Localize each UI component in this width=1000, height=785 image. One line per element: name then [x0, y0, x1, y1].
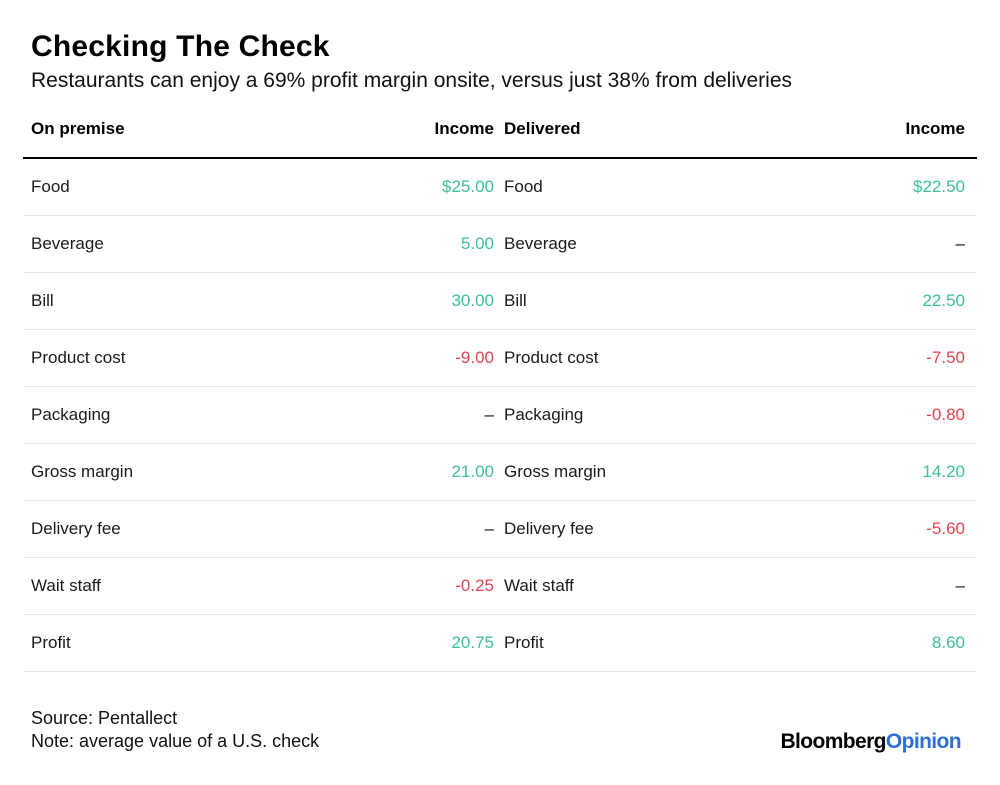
column-header-income-delivered: Income — [743, 101, 977, 159]
on-premise-item: Food — [23, 158, 263, 216]
table-body: Food $25.00 Food $22.50 Beverage 5.00 Beverage… — [23, 158, 977, 672]
delivered-item: Delivery fee — [503, 500, 743, 558]
table-header-row: On premise Income Delivered Income — [23, 101, 977, 159]
delivered-item: Food — [503, 158, 743, 216]
delivered-income: 14.20 — [743, 443, 977, 501]
on-premise-income: 5.00 — [263, 215, 503, 273]
delivered-income: -0.80 — [743, 386, 977, 444]
table-row: Product cost -9.00 Product cost -7.50 — [23, 329, 977, 387]
on-premise-item: Packaging — [23, 386, 263, 444]
delivered-item: Bill — [503, 272, 743, 330]
on-premise-item: Bill — [23, 272, 263, 330]
table-row: Beverage 5.00 Beverage – — [23, 215, 977, 273]
on-premise-item: Beverage — [23, 215, 263, 273]
table-row: Profit 20.75 Profit 8.60 — [23, 614, 977, 672]
on-premise-item: Delivery fee — [23, 500, 263, 558]
column-header-income-on-premise: Income — [263, 101, 503, 159]
on-premise-item: Wait staff — [23, 557, 263, 615]
delivered-income: – — [743, 215, 977, 273]
on-premise-income: – — [263, 386, 503, 444]
table-row: Packaging – Packaging -0.80 — [23, 386, 977, 444]
note-text: Note: average value of a U.S. check — [31, 731, 320, 751]
on-premise-income: – — [263, 500, 503, 558]
check-table: On premise Income Delivered Income Food $… — [23, 101, 977, 672]
delivered-item: Product cost — [503, 329, 743, 387]
chart-subtitle: Restaurants can enjoy a 69% profit margi… — [31, 69, 793, 92]
delivered-item: Gross margin — [503, 443, 743, 501]
delivered-income: 8.60 — [743, 614, 977, 672]
on-premise-income: -9.00 — [263, 329, 503, 387]
table-row: Bill 30.00 Bill 22.50 — [23, 272, 977, 330]
bloomberg-opinion-logo: BloombergOpinion — [780, 730, 961, 754]
on-premise-item: Gross margin — [23, 443, 263, 501]
column-header-on-premise: On premise — [23, 101, 263, 159]
chart-title: Checking The Check — [31, 30, 330, 63]
delivered-item: Beverage — [503, 215, 743, 273]
on-premise-income: -0.25 — [263, 557, 503, 615]
on-premise-income: $25.00 — [263, 158, 503, 216]
on-premise-income: 30.00 — [263, 272, 503, 330]
delivered-income: -7.50 — [743, 329, 977, 387]
on-premise-item: Product cost — [23, 329, 263, 387]
logo-bloomberg: Bloomberg — [780, 730, 886, 753]
logo-opinion: Opinion — [885, 730, 962, 753]
delivered-income: – — [743, 557, 977, 615]
delivered-item: Packaging — [503, 386, 743, 444]
delivered-item: Wait staff — [503, 557, 743, 615]
delivered-item: Profit — [503, 614, 743, 672]
table-row: Gross margin 21.00 Gross margin 14.20 — [23, 443, 977, 501]
source-text: Source: Pentallect — [31, 708, 178, 728]
on-premise-income: 20.75 — [263, 614, 503, 672]
on-premise-income: 21.00 — [263, 443, 503, 501]
footer-notes: Source: Pentallect Note: average value o… — [31, 707, 319, 753]
table-row: Wait staff -0.25 Wait staff – — [23, 557, 977, 615]
table-row: Delivery fee – Delivery fee -5.60 — [23, 500, 977, 558]
table-row: Food $25.00 Food $22.50 — [23, 158, 977, 216]
delivered-income: 22.50 — [743, 272, 977, 330]
delivered-income: $22.50 — [743, 158, 977, 216]
delivered-income: -5.60 — [743, 500, 977, 558]
on-premise-item: Profit — [23, 614, 263, 672]
column-header-delivered: Delivered — [503, 101, 743, 159]
